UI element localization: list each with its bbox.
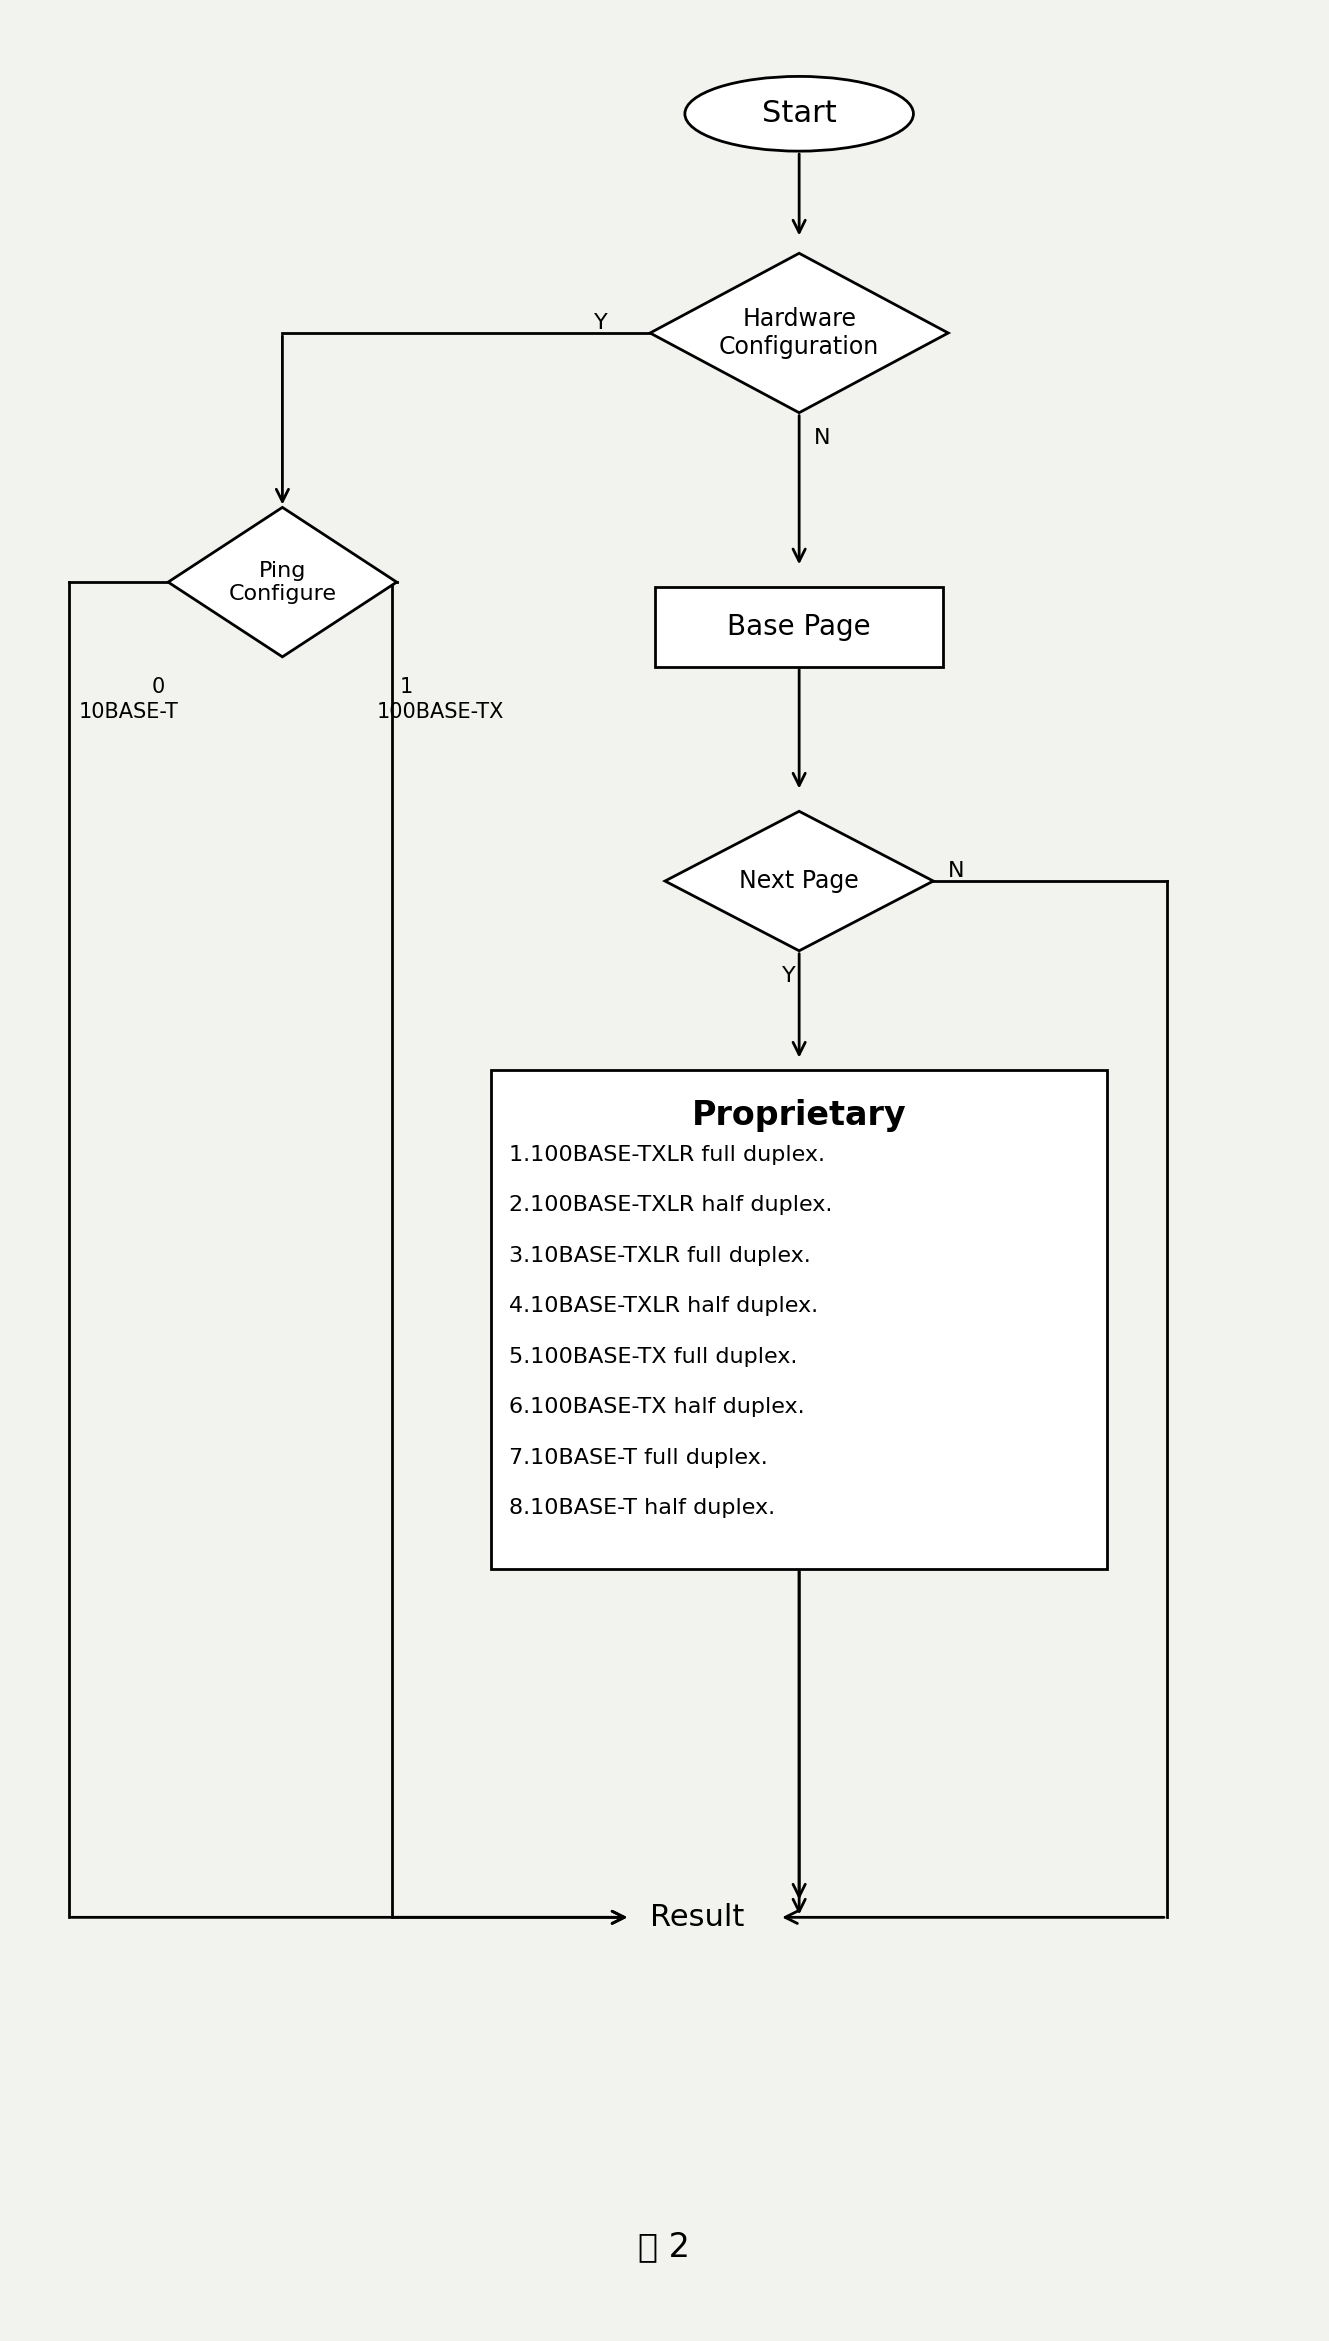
Text: 8.10BASE-T half duplex.: 8.10BASE-T half duplex. bbox=[509, 1498, 775, 1519]
Text: N: N bbox=[815, 428, 831, 447]
Text: Proprietary: Proprietary bbox=[692, 1098, 906, 1131]
Polygon shape bbox=[650, 253, 948, 412]
Text: 5.100BASE-TX full duplex.: 5.100BASE-TX full duplex. bbox=[509, 1346, 797, 1367]
Polygon shape bbox=[664, 812, 933, 950]
Text: 3.10BASE-TXLR full duplex.: 3.10BASE-TXLR full duplex. bbox=[509, 1245, 811, 1266]
Bar bbox=[492, 1070, 1107, 1568]
Text: Y: Y bbox=[783, 967, 796, 986]
Text: Hardware
Configuration: Hardware Configuration bbox=[719, 307, 880, 358]
Text: 100BASE-TX: 100BASE-TX bbox=[377, 702, 504, 721]
Text: 0: 0 bbox=[152, 677, 165, 698]
Text: N: N bbox=[948, 861, 965, 880]
Polygon shape bbox=[169, 508, 396, 658]
Text: 1: 1 bbox=[400, 677, 413, 698]
Text: 1.100BASE-TXLR full duplex.: 1.100BASE-TXLR full duplex. bbox=[509, 1145, 825, 1166]
Text: Start: Start bbox=[762, 98, 836, 129]
Text: Result: Result bbox=[650, 1903, 744, 1931]
Text: 10BASE-T: 10BASE-T bbox=[78, 702, 178, 721]
Text: 2.100BASE-TXLR half duplex.: 2.100BASE-TXLR half duplex. bbox=[509, 1196, 832, 1215]
Text: 4.10BASE-TXLR half duplex.: 4.10BASE-TXLR half duplex. bbox=[509, 1297, 819, 1316]
Text: Y: Y bbox=[594, 314, 607, 332]
Text: 7.10BASE-T full duplex.: 7.10BASE-T full duplex. bbox=[509, 1447, 768, 1468]
Text: 图 2: 图 2 bbox=[638, 2229, 690, 2264]
Text: Base Page: Base Page bbox=[727, 613, 870, 641]
Ellipse shape bbox=[684, 77, 913, 152]
Text: Ping
Configure: Ping Configure bbox=[229, 559, 336, 604]
Text: 6.100BASE-TX half duplex.: 6.100BASE-TX half duplex. bbox=[509, 1398, 804, 1416]
Bar bbox=[655, 588, 944, 667]
Text: Next Page: Next Page bbox=[739, 869, 859, 892]
